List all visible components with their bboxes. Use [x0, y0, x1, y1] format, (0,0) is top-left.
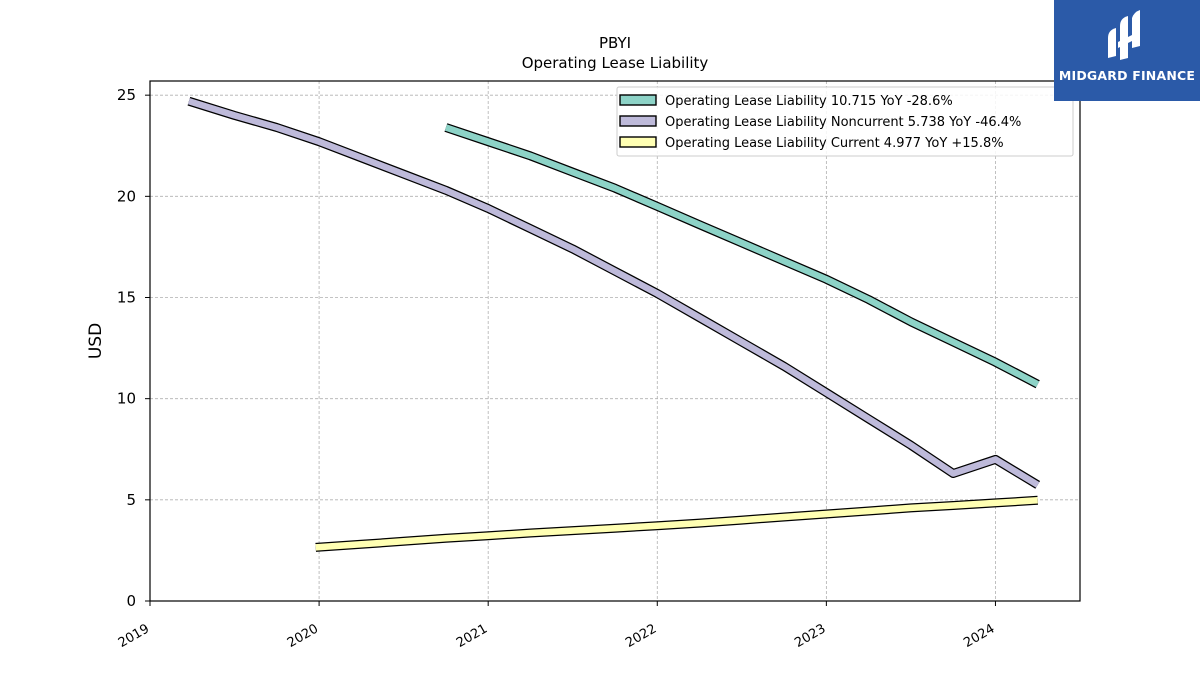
legend-swatch [619, 94, 657, 106]
y-tick-label: 25 [117, 86, 136, 104]
series-line-1 [444, 123, 1040, 389]
plot-frame [149, 80, 1081, 602]
legend: Operating Lease Liability 10.715 YoY -28… [616, 86, 1074, 157]
x-tick-label: 2022 [623, 621, 659, 651]
legend-entry-label: Operating Lease Liability Current 4.977 … [665, 136, 1004, 151]
y-tick-label: 20 [117, 187, 136, 205]
x-tick-label: 2024 [961, 621, 997, 651]
series-fill [315, 497, 1038, 551]
chart-title: PBYI [599, 34, 631, 52]
grid-lines [149, 81, 1080, 602]
y-axis: 0 5 10 15 20 25 [117, 86, 150, 610]
x-tick-label: 2020 [285, 621, 321, 651]
series-layer [187, 96, 1041, 552]
legend-swatch [619, 136, 657, 148]
brand-logo: MIDGARD FINANCE [1054, 0, 1200, 101]
x-tick-label: 2021 [454, 621, 490, 651]
y-axis-label: USD [86, 323, 106, 359]
legend-box [616, 86, 1074, 157]
series-fill [444, 124, 1040, 388]
y-tick-label: 5 [126, 491, 136, 509]
series-line-3 [315, 495, 1038, 552]
x-tick-label: 2023 [792, 621, 828, 651]
series-fill [187, 98, 1040, 488]
y-tick-label: 10 [117, 390, 136, 408]
x-tick-label: 2019 [116, 621, 152, 651]
logo-text: MIDGARD FINANCE [1058, 68, 1196, 83]
legend-entry-label: Operating Lease Liability Noncurrent 5.7… [665, 115, 1021, 130]
y-tick-label: 0 [126, 592, 136, 610]
series-outline [187, 96, 1041, 489]
y-tick-label: 15 [117, 288, 136, 306]
series-line-2 [187, 96, 1041, 489]
chart-subtitle: Operating Lease Liability [522, 54, 709, 72]
legend-entry-label: Operating Lease Liability 10.715 YoY -28… [665, 94, 953, 109]
legend-swatch [619, 115, 657, 127]
logo-mark-icon [1108, 10, 1140, 60]
x-axis: 2019 2020 2021 2022 2023 2024 [116, 601, 997, 651]
